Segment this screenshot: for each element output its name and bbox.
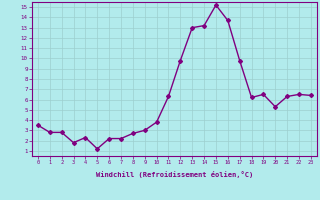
X-axis label: Windchill (Refroidissement éolien,°C): Windchill (Refroidissement éolien,°C) — [96, 171, 253, 178]
